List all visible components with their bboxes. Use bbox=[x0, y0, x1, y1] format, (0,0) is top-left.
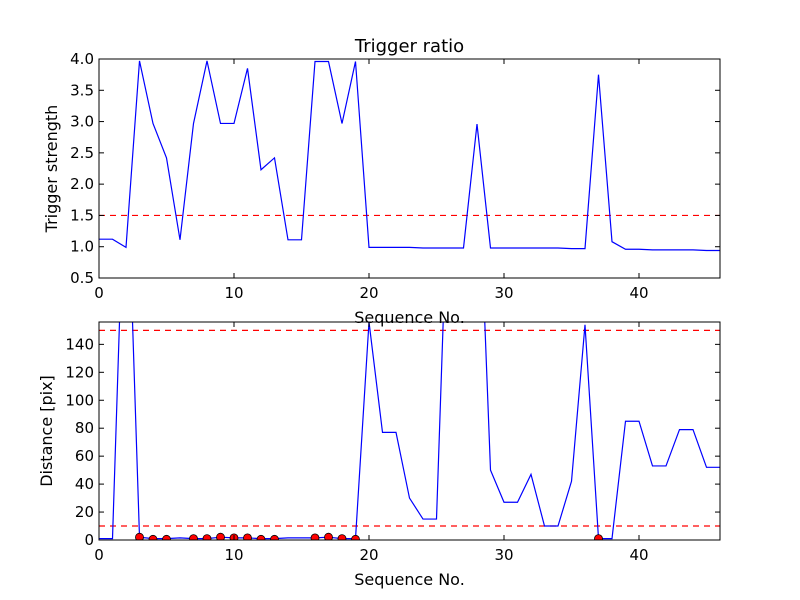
tick-marks bbox=[98, 58, 720, 279]
y-tick-label: 2.0 bbox=[70, 175, 94, 193]
x-tick-label: 40 bbox=[629, 284, 648, 302]
axes-frame bbox=[98, 58, 721, 279]
data-point bbox=[162, 534, 171, 540]
x-tick-label: 30 bbox=[494, 546, 513, 564]
data-point bbox=[148, 534, 158, 540]
y-tick-label: 20 bbox=[75, 503, 94, 521]
data-point bbox=[202, 534, 212, 540]
y-tick-label: 60 bbox=[75, 447, 94, 465]
tick-labels: 0 10 20 30 40 0.5 1.0 1.5 2.0 2.5 3.0 3.5 4.0 bbox=[70, 50, 648, 302]
y-tick-label: 100 bbox=[65, 391, 94, 409]
chart-trigger-ratio: Trigger ratio 0 10 20 30 40 0.5 1.0 1.5 2.0 2.5 3.… bbox=[42, 36, 721, 327]
data-point bbox=[135, 532, 144, 540]
chart-title: Trigger ratio bbox=[354, 36, 464, 57]
series-layer bbox=[99, 322, 720, 540]
y-axis-label: Trigger strength bbox=[42, 105, 61, 234]
y-tick-label: 40 bbox=[75, 475, 94, 493]
plot-area bbox=[99, 322, 720, 540]
data-point bbox=[256, 534, 266, 540]
y-tick-label: 80 bbox=[75, 419, 94, 437]
y-tick-label: 3.0 bbox=[70, 113, 94, 131]
chart-distance: 0 10 20 30 40 0 20 40 60 80 100 120 140 Sequence No.… bbox=[37, 321, 721, 589]
x-axis-label: Sequence No. bbox=[354, 570, 465, 589]
data-point bbox=[337, 534, 347, 540]
series-line-0 bbox=[99, 322, 720, 540]
data-point bbox=[189, 534, 198, 540]
data-point bbox=[243, 533, 252, 540]
data-point bbox=[351, 534, 360, 540]
x-tick-label: 20 bbox=[359, 546, 378, 564]
data-point bbox=[310, 533, 320, 540]
y-tick-label: 1.5 bbox=[70, 206, 94, 224]
x-axis-label: Sequence No. bbox=[354, 308, 465, 327]
y-tick-label: 0.5 bbox=[70, 269, 94, 287]
y-axis-label: Distance [pix] bbox=[37, 375, 56, 487]
x-tick-label: 30 bbox=[494, 284, 513, 302]
y-tick-label: 2.5 bbox=[70, 144, 94, 162]
series-line-0 bbox=[99, 60, 720, 252]
plot-area bbox=[99, 60, 720, 252]
x-tick-label: 0 bbox=[94, 284, 104, 302]
x-tick-label: 20 bbox=[359, 284, 378, 302]
x-tick-label: 40 bbox=[629, 546, 648, 564]
axes-frame bbox=[98, 321, 721, 541]
x-tick-label: 0 bbox=[94, 546, 104, 564]
data-point bbox=[270, 534, 279, 540]
y-tick-label: 140 bbox=[65, 335, 94, 353]
data-point bbox=[324, 532, 333, 540]
y-tick-label: 3.5 bbox=[70, 81, 94, 99]
tick-marks bbox=[98, 322, 720, 541]
tick-labels: 0 10 20 30 40 0 20 40 60 80 100 120 140 bbox=[65, 335, 648, 564]
y-tick-label: 0 bbox=[84, 531, 94, 549]
data-point bbox=[594, 534, 603, 540]
x-tick-label: 10 bbox=[224, 284, 243, 302]
x-tick-label: 10 bbox=[224, 546, 243, 564]
y-tick-label: 120 bbox=[65, 363, 94, 381]
series-layer bbox=[99, 60, 720, 252]
y-tick-label: 4.0 bbox=[70, 50, 94, 68]
data-point bbox=[216, 532, 225, 540]
y-tick-label: 1.0 bbox=[70, 238, 94, 256]
